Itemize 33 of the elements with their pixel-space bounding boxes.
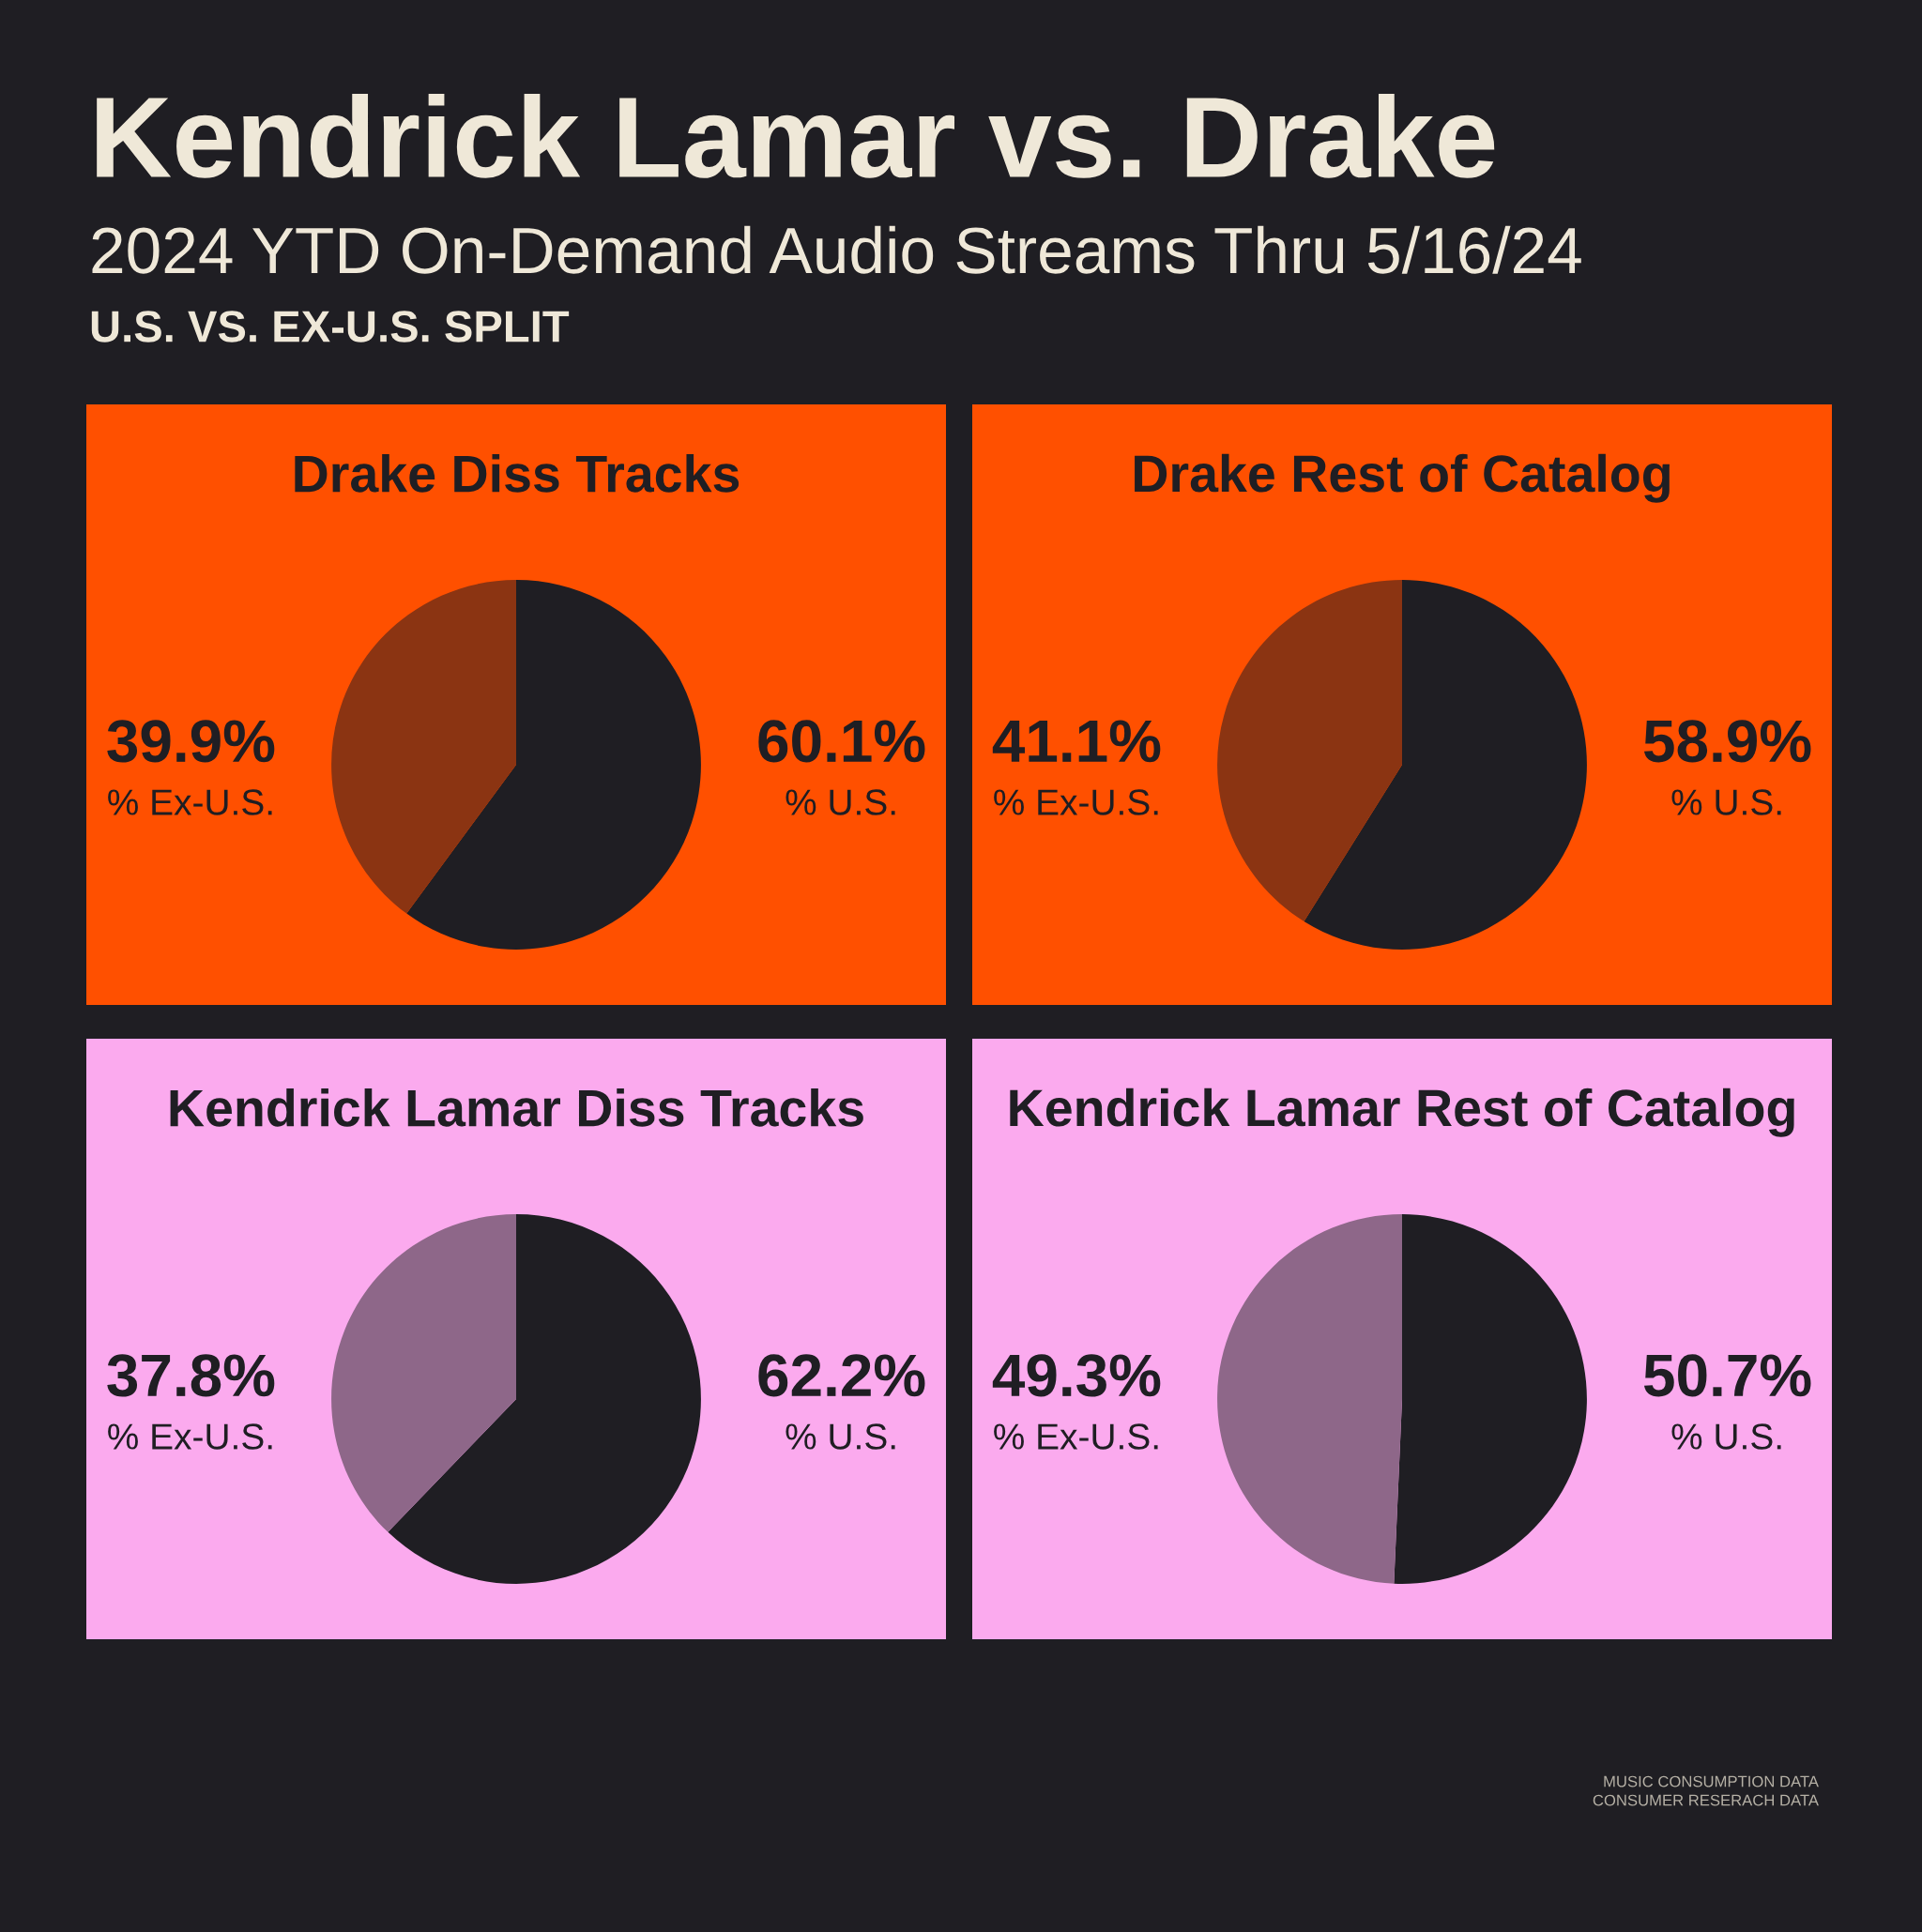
text: 2024 YTD On-Demand Audio Streams Thru 5/16/24 bbox=[92, 225, 1581, 274]
data-label: 58.9% bbox=[1643, 720, 1811, 763]
slice-label: % Ex-U.S. bbox=[108, 789, 272, 815]
data-label: 41.1% bbox=[992, 720, 1161, 763]
data-label: 60.1% bbox=[758, 720, 925, 763]
data-label: 50.7% bbox=[1643, 1354, 1811, 1397]
pie-slice bbox=[1304, 580, 1587, 950]
slice-label: % Ex-U.S. bbox=[994, 1423, 1158, 1450]
pie-slice bbox=[331, 1214, 516, 1532]
text: U.S. VS. EX-U.S. SPLIT bbox=[91, 311, 570, 342]
data-label: 39.9% bbox=[107, 720, 275, 763]
chart-title: Kendrick Lamar Diss Tracks bbox=[170, 1088, 863, 1127]
pie-slice bbox=[1217, 580, 1402, 921]
pie-slice bbox=[1217, 1214, 1402, 1584]
chart-title: Drake Diss Tracks bbox=[295, 453, 740, 493]
chart-title: Drake Rest of Catalog bbox=[1135, 453, 1670, 503]
slice-label: % Ex-U.S. bbox=[108, 1423, 272, 1450]
slice-label: % U.S. bbox=[1671, 789, 1781, 815]
data-label: 37.8% bbox=[107, 1354, 275, 1397]
data-label: 62.2% bbox=[758, 1354, 925, 1397]
pie-slice bbox=[388, 1214, 701, 1584]
slice-label: % U.S. bbox=[786, 789, 895, 815]
slice-label: % U.S. bbox=[786, 1423, 895, 1450]
text: Kendrick Lamar vs. Drake bbox=[97, 94, 1495, 178]
pie-slice bbox=[331, 580, 516, 914]
text: CONSUMER RESERACH DATA bbox=[1593, 1794, 1819, 1806]
data-label: 49.3% bbox=[992, 1354, 1161, 1397]
text: MUSIC CONSUMPTION DATA bbox=[1604, 1775, 1819, 1787]
pie-slice bbox=[406, 580, 701, 950]
slice-label: % U.S. bbox=[1671, 1423, 1781, 1450]
pie-slice bbox=[1394, 1214, 1587, 1584]
slice-label: % Ex-U.S. bbox=[994, 789, 1158, 815]
chart-title: Kendrick Lamar Rest of Catalog bbox=[1010, 1088, 1794, 1137]
